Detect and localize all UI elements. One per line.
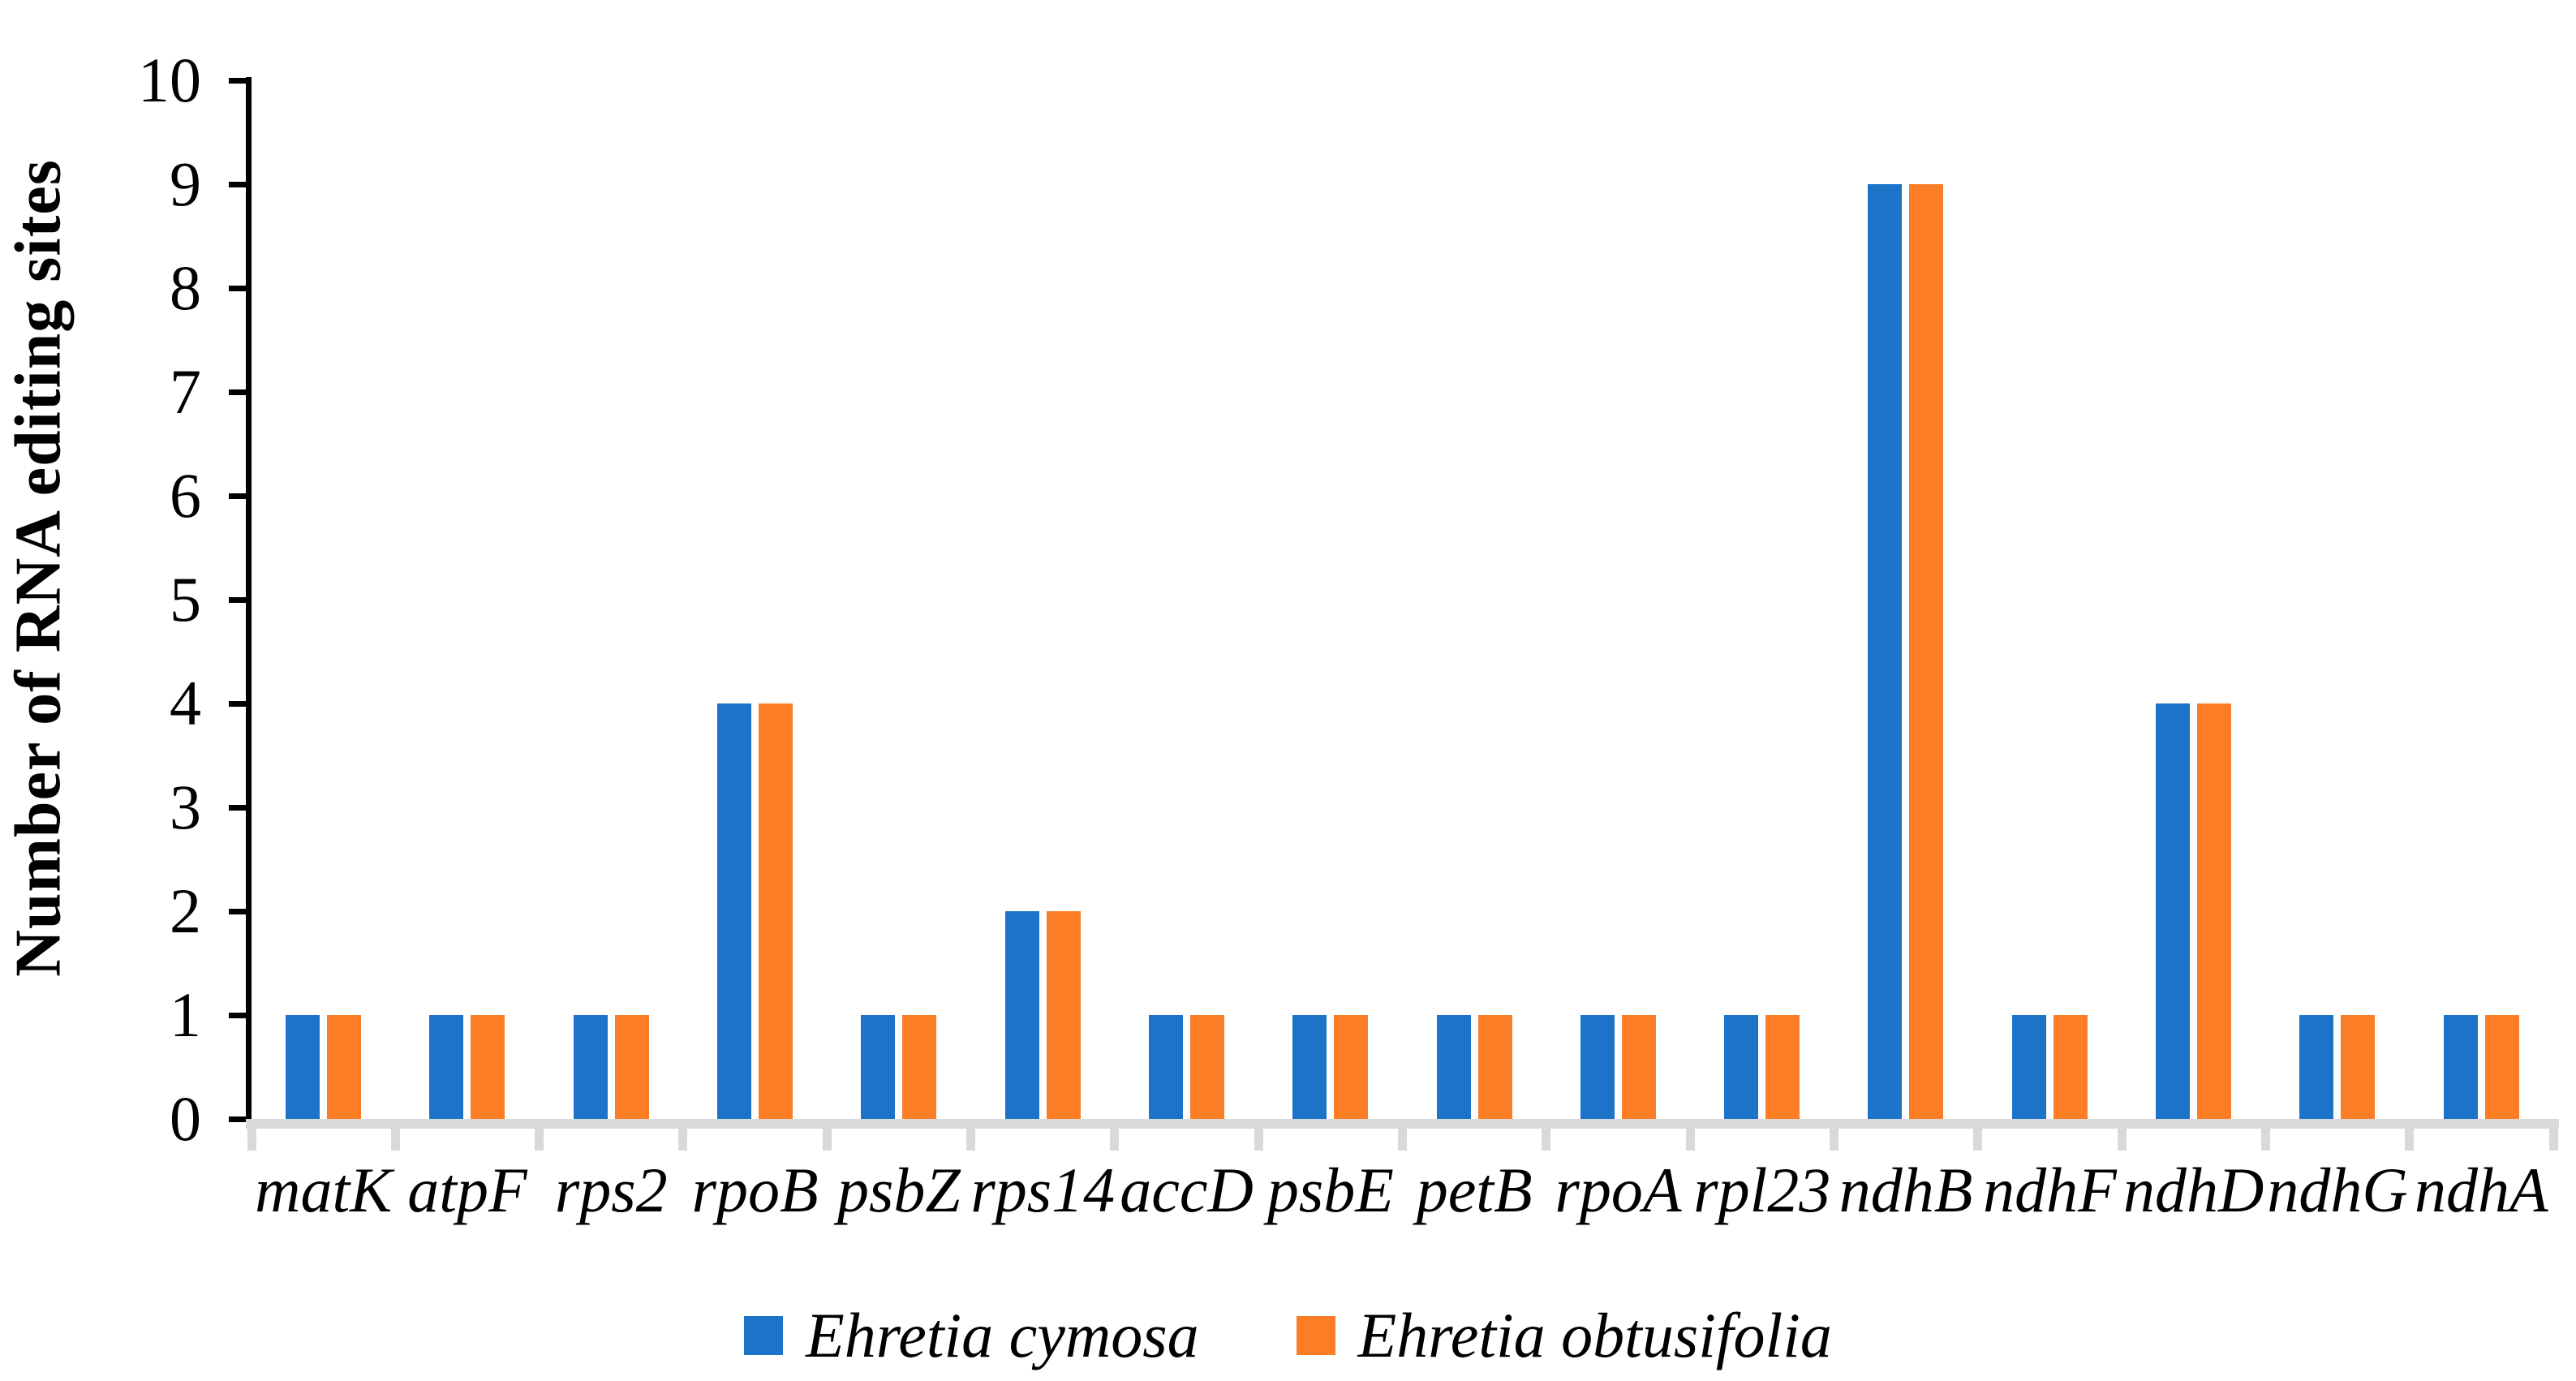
x-category-label-accD: accD xyxy=(1120,1155,1254,1225)
bar-rpoB-series-1 xyxy=(758,703,793,1119)
y-tick-mark xyxy=(229,77,246,84)
bar-rpoA-series-1 xyxy=(1621,1015,1656,1119)
x-tick-mark xyxy=(390,1129,400,1151)
bar-rps14-series-0 xyxy=(1004,911,1039,1119)
x-tick-mark xyxy=(678,1129,688,1151)
bar-accD-series-0 xyxy=(1148,1015,1183,1119)
y-tick-label: 9 xyxy=(170,148,201,219)
bar-petB-series-1 xyxy=(1477,1015,1512,1119)
legend: Ehretia cymosa Ehretia obtusifolia xyxy=(0,1295,2576,1376)
x-tick-mark xyxy=(966,1129,976,1151)
y-tick-label: 1 xyxy=(170,979,201,1050)
x-category-label-psbE: psbE xyxy=(1266,1155,1394,1225)
legend-swatch-ehretia-obtusifolia xyxy=(1296,1316,1335,1355)
x-category-label-ndhA: ndhA xyxy=(2415,1155,2548,1225)
x-tick-mark xyxy=(247,1129,256,1151)
legend-entry-ehretia-cymosa: Ehretia cymosa xyxy=(744,1299,1199,1372)
x-tick-mark xyxy=(1254,1129,1263,1151)
x-category-label-psbZ: psbZ xyxy=(837,1155,961,1225)
bar-atpF-series-1 xyxy=(471,1015,505,1119)
bar-psbE-series-0 xyxy=(1292,1015,1327,1119)
bar-atpF-series-0 xyxy=(429,1015,464,1119)
y-tick-mark xyxy=(229,1116,246,1122)
y-axis-line xyxy=(246,77,252,1129)
legend-swatch-ehretia-cymosa xyxy=(744,1316,784,1355)
x-category-label-rpoB: rpoB xyxy=(691,1155,819,1225)
bar-ndhB-series-1 xyxy=(1909,184,1944,1119)
x-tick-mark xyxy=(2405,1129,2415,1151)
x-tick-mark xyxy=(2260,1129,2270,1151)
bar-matK-series-1 xyxy=(327,1015,361,1119)
x-category-label-petB: petB xyxy=(1416,1155,1533,1225)
legend-entry-ehretia-obtusifolia: Ehretia obtusifolia xyxy=(1296,1299,1832,1372)
legend-label-ehretia-obtusifolia: Ehretia obtusifolia xyxy=(1357,1300,1832,1370)
x-tick-mark xyxy=(1829,1129,1838,1151)
y-tick-label: 3 xyxy=(170,772,201,842)
bar-rps2-series-0 xyxy=(573,1015,608,1119)
bar-psbE-series-1 xyxy=(1334,1015,1369,1119)
bar-psbZ-series-1 xyxy=(902,1015,937,1119)
x-category-label-rps2: rps2 xyxy=(554,1155,668,1225)
y-tick-label: 8 xyxy=(170,252,201,323)
x-category-label-ndhG: ndhG xyxy=(2267,1155,2408,1225)
y-tick-mark xyxy=(229,908,246,914)
y-tick-mark xyxy=(229,1012,246,1018)
bar-rpl23-series-0 xyxy=(1724,1015,1759,1119)
bar-ndhD-series-1 xyxy=(2197,703,2232,1119)
y-tick-label: 4 xyxy=(170,668,201,738)
bar-ndhF-series-1 xyxy=(2053,1015,2088,1119)
y-tick-mark xyxy=(229,493,246,499)
bar-rpl23-series-1 xyxy=(1765,1015,1800,1119)
bar-accD-series-1 xyxy=(1189,1015,1224,1119)
x-tick-mark xyxy=(535,1129,544,1151)
y-tick-mark xyxy=(229,285,246,291)
bar-psbZ-series-0 xyxy=(861,1015,896,1119)
bar-ndhB-series-0 xyxy=(1868,184,1903,1119)
y-tick-label: 6 xyxy=(170,460,201,531)
x-category-label-rps14: rps14 xyxy=(970,1155,1116,1225)
x-tick-mark xyxy=(1973,1129,1983,1151)
x-axis-line xyxy=(246,1119,2559,1129)
y-tick-label: 5 xyxy=(170,564,201,635)
y-tick-mark xyxy=(229,181,246,187)
x-category-label-ndhB: ndhB xyxy=(1838,1155,1973,1225)
bar-ndhA-series-1 xyxy=(2484,1015,2519,1119)
x-tick-mark xyxy=(1110,1129,1120,1151)
y-tick-mark xyxy=(229,700,246,707)
y-tick-mark xyxy=(229,804,246,811)
bar-ndhG-series-0 xyxy=(2299,1015,2334,1119)
bar-ndhF-series-0 xyxy=(2011,1015,2046,1119)
y-tick-mark xyxy=(229,596,246,603)
bar-matK-series-0 xyxy=(286,1015,320,1119)
plot-area: 0 1 2 3 4 5 6 7 8 9 10 matK atpF rps2 rpoB psbZ rps14 ac… xyxy=(138,45,2559,1225)
y-tick-label: 7 xyxy=(170,356,201,427)
x-category-label-ndhD: ndhD xyxy=(2123,1155,2264,1225)
bar-rpoB-series-0 xyxy=(716,703,751,1119)
bar-ndhD-series-0 xyxy=(2156,703,2191,1119)
bar-rps14-series-1 xyxy=(1046,911,1081,1119)
bar-rpoA-series-0 xyxy=(1580,1015,1615,1119)
y-tick-label: 10 xyxy=(138,45,201,115)
x-tick-mark xyxy=(1542,1129,1551,1151)
bar-ndhA-series-0 xyxy=(2443,1015,2478,1119)
x-tick-mark xyxy=(1685,1129,1695,1151)
x-tick-mark xyxy=(2548,1129,2558,1151)
x-tick-mark xyxy=(2117,1129,2127,1151)
x-tick-mark xyxy=(822,1129,832,1151)
x-category-label-matK: matK xyxy=(255,1155,393,1225)
legend-label-ehretia-cymosa: Ehretia cymosa xyxy=(806,1300,1199,1370)
y-tick-label: 2 xyxy=(170,875,201,946)
x-category-label-rpl23: rpl23 xyxy=(1693,1155,1831,1225)
x-category-label-rpoA: rpoA xyxy=(1555,1155,1682,1225)
x-tick-mark xyxy=(1398,1129,1407,1151)
bar-petB-series-0 xyxy=(1436,1015,1471,1119)
y-tick-label: 0 xyxy=(170,1083,201,1154)
y-tick-mark xyxy=(229,389,246,395)
x-category-label-ndhF: ndhF xyxy=(1983,1155,2117,1225)
x-category-label-atpF: atpF xyxy=(407,1155,527,1225)
bar-rps2-series-1 xyxy=(614,1015,649,1119)
bar-ndhG-series-1 xyxy=(2341,1015,2376,1119)
